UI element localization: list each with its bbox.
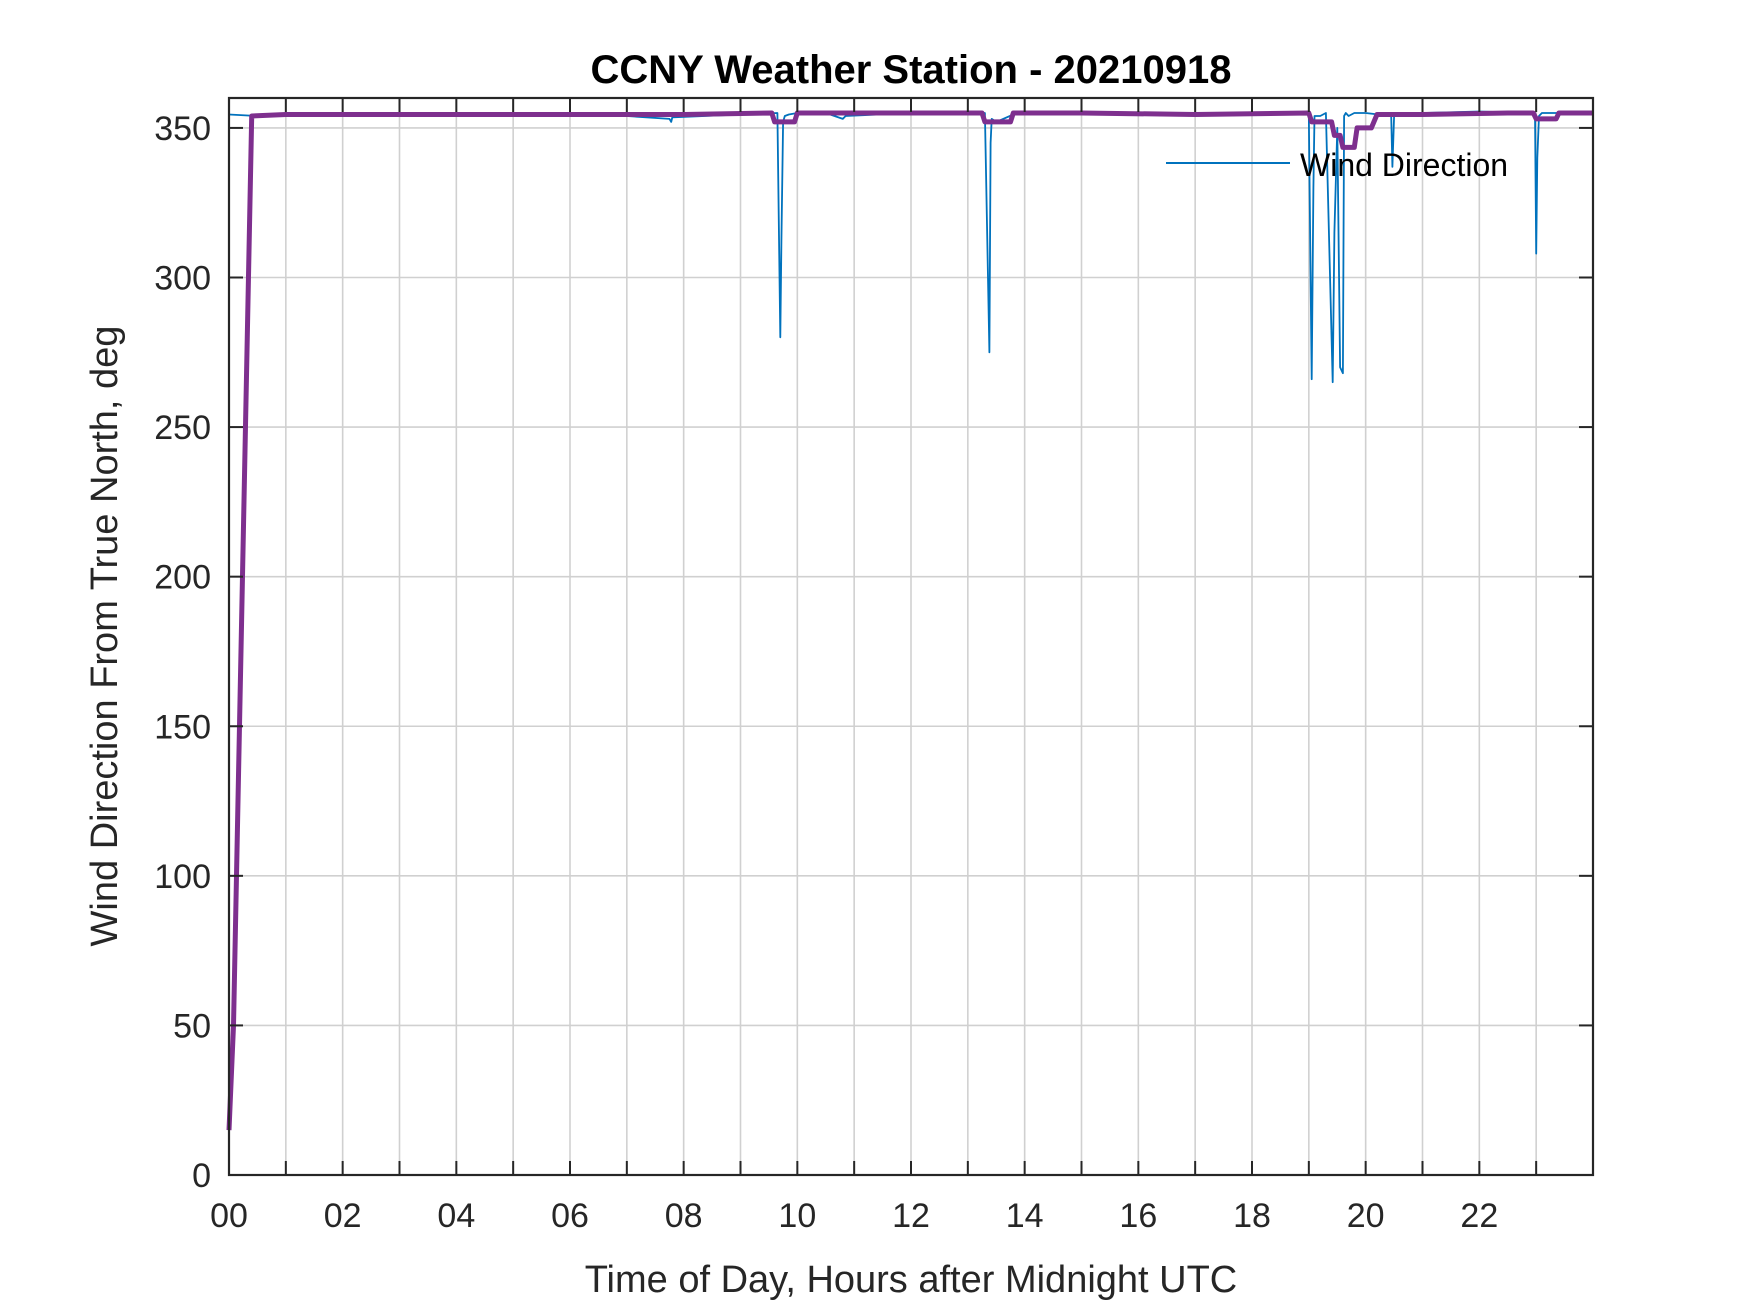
series-line-mean xyxy=(226,110,1593,1131)
x-tick-label: 04 xyxy=(437,1197,475,1235)
y-axis-label: Wind Direction From True North, deg xyxy=(84,326,126,947)
y-tick-label: 250 xyxy=(154,409,211,447)
y-tick-label: 100 xyxy=(154,858,211,896)
x-tick-label: 10 xyxy=(778,1197,816,1235)
y-tick-label: 300 xyxy=(154,260,211,298)
x-tick-label: 16 xyxy=(1119,1197,1157,1235)
x-tick-label: 00 xyxy=(210,1197,248,1235)
y-tick-label: 0 xyxy=(192,1157,211,1195)
x-tick-label: 02 xyxy=(324,1197,362,1235)
x-tick-label: 18 xyxy=(1233,1197,1271,1235)
legend: Wind Direction xyxy=(1166,147,1508,183)
x-axis-label: Time of Day, Hours after Midnight UTC xyxy=(585,1259,1238,1301)
series-layer xyxy=(226,110,1593,1131)
axis-ticks: 00 02 04 06 08 10 12 14 16 18 20 22 0 50 100 150 200 250 3… xyxy=(154,98,1593,1235)
x-tick-label: 20 xyxy=(1347,1197,1385,1235)
grid-lines xyxy=(229,98,1593,1175)
y-tick-label: 200 xyxy=(154,559,211,597)
x-tick-label: 22 xyxy=(1460,1197,1498,1235)
y-tick-label: 350 xyxy=(154,110,211,148)
chart-title: CCNY Weather Station - 20210918 xyxy=(591,48,1232,92)
y-tick-label: 150 xyxy=(154,708,211,746)
x-tick-label: 12 xyxy=(892,1197,930,1235)
x-tick-label: 08 xyxy=(665,1197,703,1235)
y-tick-label: 50 xyxy=(173,1007,211,1045)
x-tick-label: 14 xyxy=(1006,1197,1044,1235)
legend-label-wind-direction: Wind Direction xyxy=(1300,147,1508,183)
x-tick-label: 06 xyxy=(551,1197,589,1235)
